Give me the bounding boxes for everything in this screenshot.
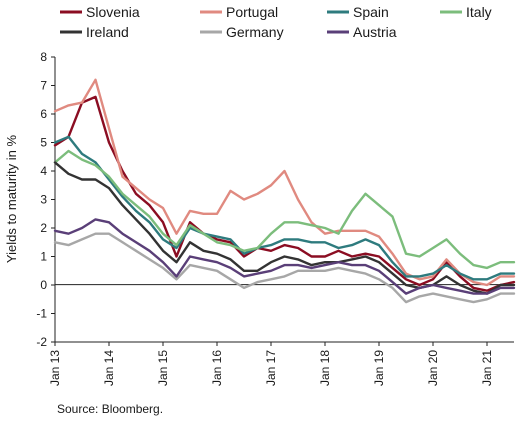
source-note: Source: Bloomberg. [57,402,164,416]
x-tick-label: Jan 19 [372,350,386,386]
series-line-austria [53,218,516,295]
legend-label-germany: Germany [226,24,284,40]
x-tick-label: Jan 14 [102,350,116,386]
legend-label-slovenia: Slovenia [86,4,140,20]
series-line-slovenia [53,95,516,292]
axes: Yields to maturity in % [4,57,514,343]
y-tick-label: -2 [36,335,47,349]
y-tick-label: 6 [40,107,47,121]
x-tick-label: Jan 18 [318,350,332,386]
x-tick-label: Jan 17 [264,350,278,386]
y-tick-label: 1 [40,250,47,264]
y-tick-label: 5 [40,136,47,150]
y-tick-label: 7 [40,79,47,93]
legend-label-italy: Italy [466,4,492,20]
y-tick-label: 0 [40,278,47,292]
legend: Slovenia Portugal Spain Italy Ireland Germany… [60,4,492,40]
x-tick-label: Jan 15 [156,350,170,386]
y-tick-label: 2 [40,221,47,235]
y-tick-label: 8 [40,50,47,64]
series-line-italy [53,149,516,270]
y-axis-title: Yields to maturity in % [4,135,19,264]
series-line-germany [53,232,516,304]
legend-label-portugal: Portugal [226,4,278,20]
legend-label-spain: Spain [353,4,389,20]
x-tick-label: Jan 13 [48,350,62,386]
series-line-portugal [53,78,516,287]
x-tick-label: Jan 21 [480,350,494,386]
series-lines [53,78,516,304]
tick-labels: -2 -1 0 1 2 3 4 5 6 7 8 Jan 13 Jan 14 Jan 15 Jan 16 Jan… [36,50,494,386]
y-tick-label: -1 [36,307,47,321]
series-line-spain [53,135,516,281]
y-tick-label: 4 [40,164,47,178]
x-tick-label: Jan 16 [210,350,224,386]
x-tick-label: Jan 20 [426,350,440,386]
legend-label-ireland: Ireland [86,24,129,40]
legend-label-austria: Austria [353,24,397,40]
series-line-ireland [53,161,516,295]
y-tick-label: 3 [40,193,47,207]
